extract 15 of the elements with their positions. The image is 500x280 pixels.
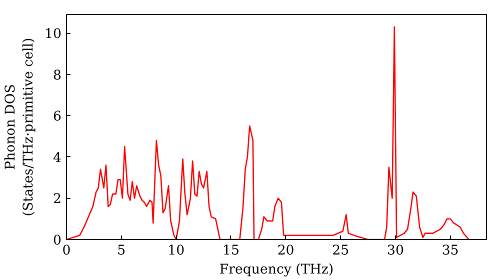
x-tick-label: 20	[277, 244, 294, 258]
y-axis-title: Phonon DOS (States/THz·primitive cell)	[4, 38, 37, 216]
x-tick-label: 35	[442, 244, 459, 258]
y-tick-label: 0	[53, 234, 62, 248]
y-tick-label: 8	[53, 68, 62, 84]
x-tick-label: 15	[222, 244, 240, 258]
x-tick-label: 5	[117, 244, 126, 258]
x-tick-label: 10	[168, 244, 185, 258]
y-tick-label: 2	[53, 192, 62, 208]
x-axis-title: Frequency (THz)	[219, 262, 334, 278]
x-tick-label: 30	[387, 244, 404, 258]
y-tick-label: 6	[53, 110, 62, 125]
x-tick-label: 25	[332, 244, 350, 258]
y-tick-label: 4	[53, 150, 62, 166]
y-tick-label: 10	[44, 27, 62, 42]
